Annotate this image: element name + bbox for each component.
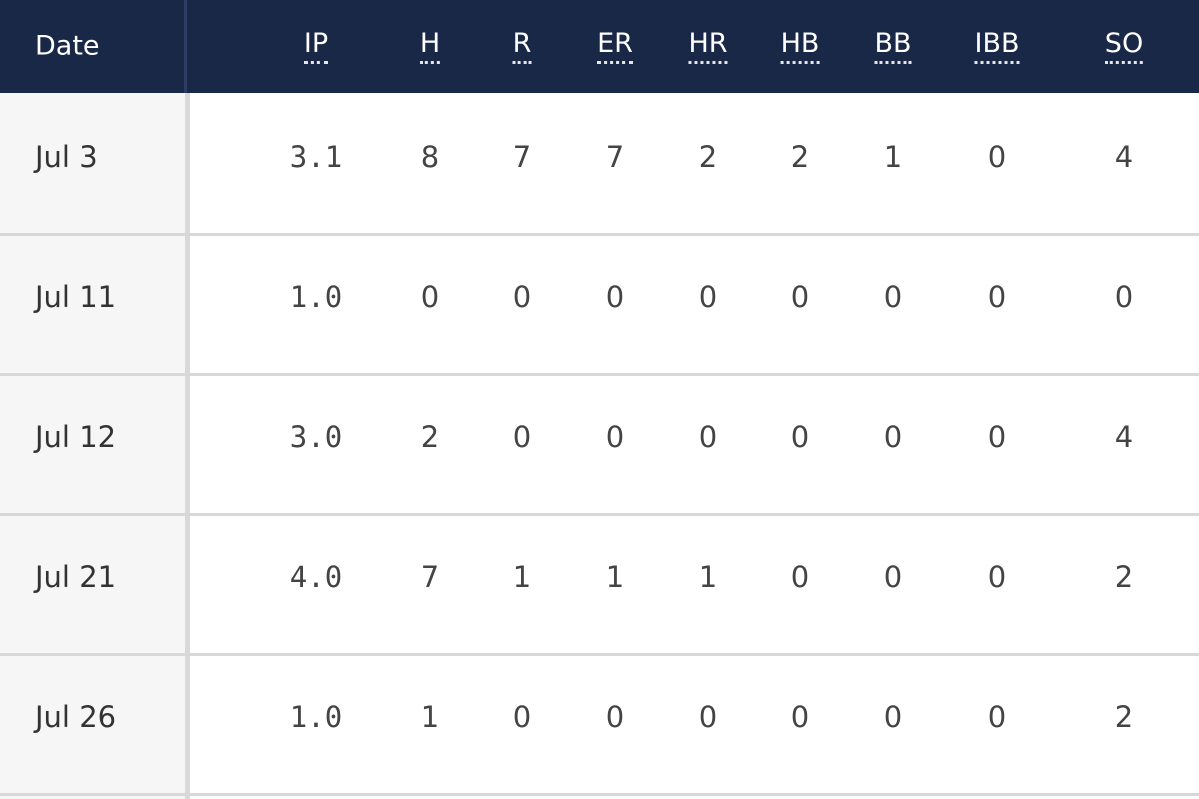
stat-cell: 7 — [420, 560, 440, 594]
date-cell: Jul 26 — [35, 700, 117, 734]
stat-cell: 1.0 — [289, 280, 343, 314]
stat-cell: 7 — [605, 140, 625, 174]
date-cell: Jul 3 — [35, 140, 98, 174]
stat-cell: 0 — [512, 420, 532, 454]
stat-cell: 2 — [1114, 700, 1134, 734]
stat-cell: 8 — [420, 140, 440, 174]
date-column — [0, 93, 190, 799]
stat-cell: 0 — [512, 280, 532, 314]
stat-cell: 0 — [698, 280, 718, 314]
stat-cell: 0 — [987, 420, 1007, 454]
table-header — [0, 0, 1199, 93]
stat-cell: 4 — [1114, 140, 1134, 174]
stat-cell: 1.0 — [289, 700, 343, 734]
column-header[interactable]: R — [512, 28, 532, 64]
column-header[interactable]: BB — [874, 28, 912, 64]
stat-cell: 0 — [883, 560, 903, 594]
stat-cell: 1 — [698, 560, 718, 594]
stat-cell: 0 — [883, 280, 903, 314]
stat-cell: 1 — [883, 140, 903, 174]
column-header[interactable]: IP — [303, 28, 329, 64]
stat-cell: 0 — [512, 700, 532, 734]
stat-cell: 0 — [605, 700, 625, 734]
column-header[interactable]: HR — [688, 28, 728, 64]
stat-cell: 0 — [698, 420, 718, 454]
stat-cell: 1 — [605, 560, 625, 594]
stat-cell: 2 — [420, 420, 440, 454]
stat-cell: 0 — [420, 280, 440, 314]
row-divider — [0, 793, 1199, 796]
stat-cell: 0 — [987, 700, 1007, 734]
stat-cell: 1 — [420, 700, 440, 734]
row-divider — [0, 653, 1199, 656]
stat-cell: 4.0 — [289, 560, 343, 594]
stat-cell: 0 — [790, 560, 810, 594]
stat-cell: 0 — [883, 700, 903, 734]
stat-cell: 0 — [883, 420, 903, 454]
stat-cell: 0 — [987, 560, 1007, 594]
stat-cell: 3.0 — [289, 420, 343, 454]
stat-cell: 0 — [790, 420, 810, 454]
stat-cell: 0 — [605, 280, 625, 314]
column-header[interactable]: HB — [780, 28, 820, 64]
stat-cell: 0 — [987, 140, 1007, 174]
row-divider — [0, 233, 1199, 236]
stat-cell: 2 — [698, 140, 718, 174]
date-cell: Jul 21 — [35, 560, 117, 594]
row-divider — [0, 513, 1199, 516]
column-header[interactable]: IBB — [974, 28, 1020, 64]
stat-cell: 0 — [987, 280, 1007, 314]
stat-cell: 0 — [790, 700, 810, 734]
stat-cell: 3.1 — [289, 140, 343, 174]
date-cell: Jul 12 — [35, 420, 117, 454]
date-cell: Jul 11 — [35, 280, 117, 314]
stat-cell: 1 — [512, 560, 532, 594]
row-divider — [0, 373, 1199, 376]
stat-cell: 7 — [512, 140, 532, 174]
column-header[interactable]: H — [419, 28, 441, 64]
stat-cell: 4 — [1114, 420, 1134, 454]
stat-cell: 2 — [1114, 560, 1134, 594]
column-header[interactable]: SO — [1104, 28, 1144, 64]
stat-cell: 0 — [698, 700, 718, 734]
column-header[interactable]: ER — [597, 28, 633, 64]
stat-cell: 2 — [790, 140, 810, 174]
stat-cell: 0 — [1114, 280, 1134, 314]
stat-cell: 0 — [605, 420, 625, 454]
stat-cell: 0 — [790, 280, 810, 314]
column-header: Date — [35, 30, 100, 62]
header-divider — [184, 0, 187, 96]
